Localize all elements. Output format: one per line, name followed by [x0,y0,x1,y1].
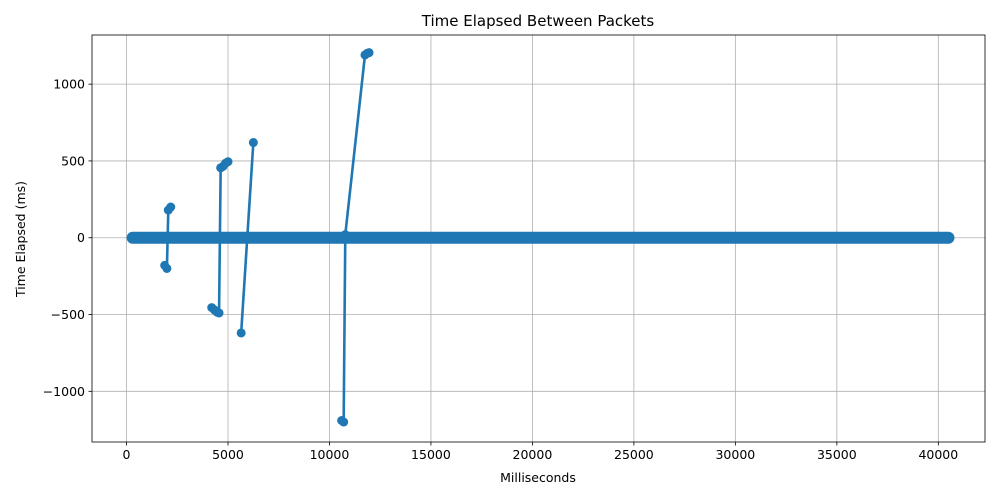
x-tick-label: 15000 [411,447,451,462]
data-point [340,230,350,240]
y-tick-label: −500 [51,307,85,322]
data-point [223,157,233,167]
data-point [214,308,224,318]
x-tick-label: 40000 [918,447,958,462]
x-tick-label: 0 [123,447,131,462]
x-tick-label: 20000 [513,447,553,462]
plot-area [126,48,955,427]
data-point [364,48,374,58]
chart-title: Time Elapsed Between Packets [421,12,655,30]
x-tick-label: 25000 [614,447,654,462]
data-point [339,417,349,427]
series-line [239,142,255,334]
y-axis-label: Time Elapsed (ms) [13,181,28,298]
y-tick-label: 1000 [53,77,85,92]
y-tick-label: 0 [77,230,85,245]
data-point [162,263,172,273]
x-tick-label: 10000 [310,447,350,462]
y-axis: −1000 −500 0 500 1000 [43,77,92,399]
data-point [248,138,258,148]
data-point [236,328,246,338]
y-tick-label: 500 [61,153,85,168]
x-axis-label: Milliseconds [500,470,576,485]
axes-frame [91,34,986,443]
x-tick-label: 30000 [715,447,755,462]
x-axis: 0 5000 10000 15000 20000 25000 30000 35000 40000 [123,442,958,462]
x-tick-label: 5000 [212,447,244,462]
data-point [166,202,176,212]
y-tick-label: −1000 [43,384,85,399]
x-tick-label: 35000 [817,447,857,462]
